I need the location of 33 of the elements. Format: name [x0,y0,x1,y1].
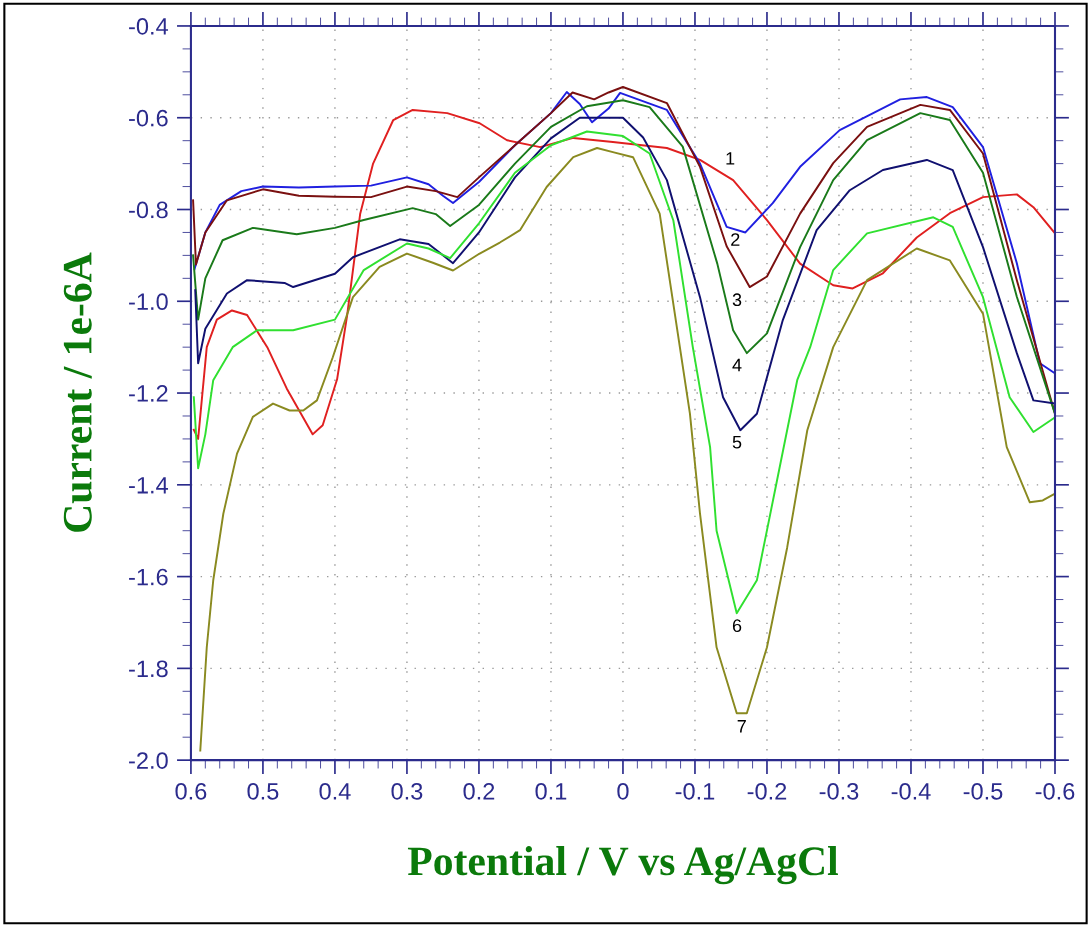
y-tick-label: -0.4 [129,18,169,35]
annotation: 3 [732,293,742,307]
x-axis-title: Potential / V vs Ag/AgCl [407,846,838,885]
x-tick-label: -0.4 [891,782,931,800]
x-tick-label: 0.5 [247,782,279,800]
y-tick-label: -2.0 [129,752,168,769]
x-tick-label: 0 [617,782,629,800]
x-tick-label: 0.3 [391,782,423,800]
annotation: 2 [731,233,740,246]
y-tick-label: -1.2 [129,385,168,402]
annotation: 7 [737,720,746,733]
y-tick-label: -0.8 [129,201,168,219]
annotation: 6 [732,619,742,633]
x-tick-label: -0.1 [675,782,715,800]
y-tick-label: -0.6 [129,109,168,127]
y-tick-label: -1.0 [129,293,168,311]
y-axis-title: Current / 1e-6A [63,252,92,532]
annotation: 5 [732,435,742,449]
x-tick-label: -0.6 [1035,782,1075,800]
line-series [192,130,1055,615]
x-tick-label: 0.4 [319,782,351,800]
annotation: 4 [732,358,742,372]
y-tick-label: -1.8 [129,660,168,678]
x-tick-label: -0.5 [963,782,1003,800]
y-tick-label: -1.6 [129,568,168,586]
x-tick-label: 0.1 [535,782,567,800]
x-tick-label: -0.3 [819,782,859,800]
line-series [199,147,1055,752]
x-tick-label: 0.2 [463,782,495,800]
x-tick-label: -0.2 [747,782,787,800]
y-tick-label: -1.4 [129,477,169,494]
x-tick-label: 0.6 [175,782,207,800]
annotation: 1 [726,152,735,165]
